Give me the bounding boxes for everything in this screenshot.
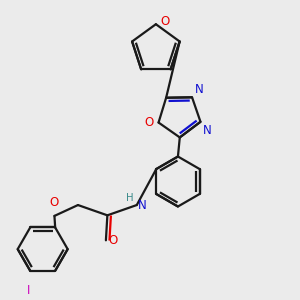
Text: H: H — [126, 193, 134, 203]
Text: O: O — [109, 234, 118, 247]
Text: N: N — [138, 199, 147, 212]
Text: O: O — [144, 116, 153, 129]
Text: I: I — [27, 284, 30, 297]
Text: O: O — [160, 15, 170, 28]
Text: N: N — [195, 83, 204, 96]
Text: N: N — [203, 124, 212, 137]
Text: O: O — [50, 196, 59, 209]
